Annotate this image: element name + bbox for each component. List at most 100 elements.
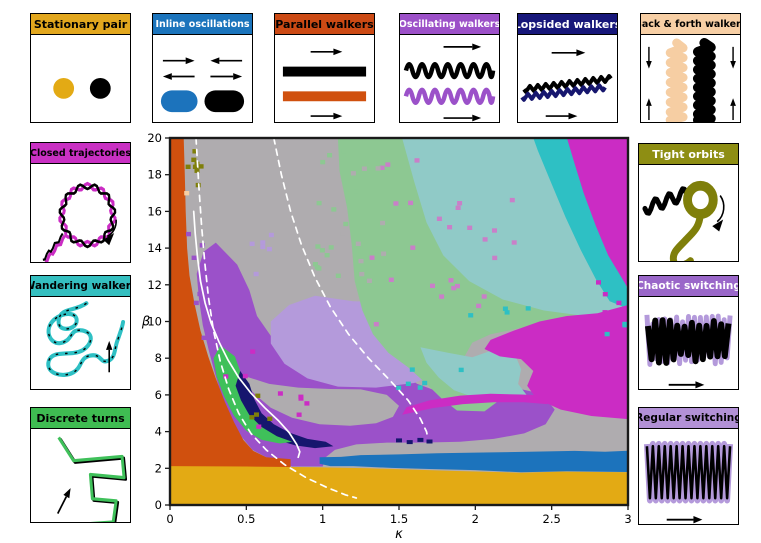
speckle-gray-specks-on-green bbox=[375, 166, 381, 171]
speckle-navy-dash bbox=[396, 438, 402, 443]
speckle-green-specks-grayboundary bbox=[346, 198, 352, 203]
panel-body-parallel-walkers bbox=[274, 35, 375, 123]
panel-chaotic-switching: Chaotic switching bbox=[638, 275, 739, 390]
tight-orbits-icon bbox=[642, 180, 725, 261]
speckle-pale-magenta-specks-green bbox=[448, 278, 454, 283]
stationary-pair-icon bbox=[53, 78, 111, 99]
panel-body-regular-switching bbox=[638, 429, 739, 525]
speckle-gray-specks-on-green bbox=[381, 251, 387, 256]
speckle-teal-specks-center bbox=[417, 385, 423, 390]
speckle-teal-specks-mid bbox=[502, 306, 508, 311]
speckle-green-specks-grayboundary bbox=[312, 262, 318, 267]
x-tick-label: 1.5 bbox=[390, 512, 408, 526]
y-tick-label: 6 bbox=[155, 388, 162, 402]
region-dark-teal-band bbox=[533, 138, 628, 309]
region-gold-bottom bbox=[170, 466, 628, 505]
speckle-magenta-specks-crescent bbox=[277, 391, 283, 396]
speckle-pale-magenta-specks-green bbox=[436, 216, 442, 221]
speckle-pale-magenta-specks-green bbox=[476, 303, 482, 309]
speckle-teal-specks-right bbox=[622, 323, 628, 328]
panel-label: Discrete turns bbox=[36, 411, 125, 425]
speckle-green-specks-grayboundary bbox=[324, 253, 330, 258]
speckle-purple-specks-edge bbox=[197, 291, 203, 297]
speckle-magenta-specks-rightedge bbox=[616, 300, 622, 306]
speckle-gray-specks-on-green bbox=[359, 271, 365, 277]
speckle-purple-specks-edge bbox=[201, 335, 207, 340]
speckle-peach-speck bbox=[184, 191, 190, 196]
speckle-gray-specks-on-green bbox=[350, 171, 356, 176]
speckle-teal-specks-mid bbox=[504, 310, 510, 315]
speckle-olive-specks-pocket bbox=[249, 415, 255, 420]
speckle-purple-specks-edge bbox=[199, 243, 205, 248]
speckle-gray-specks-on-green bbox=[361, 166, 367, 171]
speckle-pale-magenta-specks-green bbox=[369, 255, 375, 260]
panel-back-forth-walkers: Back & forth walkers bbox=[640, 13, 741, 123]
speckle-green-specks-grayboundary bbox=[341, 148, 347, 154]
speckle-green-specks-grayboundary bbox=[335, 273, 341, 278]
speckle-olive-specks-topleft bbox=[192, 164, 198, 169]
speckle-lavender-specks bbox=[266, 246, 272, 252]
panel-closed-trajectories: Closed trajectories bbox=[30, 142, 131, 263]
speckle-olive-specks-topleft bbox=[191, 157, 197, 162]
panel-label: Tight orbits bbox=[652, 147, 725, 161]
panel-body-back-forth-walkers bbox=[640, 35, 741, 123]
speckle-olive-specks-topleft bbox=[185, 164, 191, 169]
speckle-lavender-specks bbox=[260, 240, 266, 245]
x-tick-label: 2 bbox=[472, 512, 479, 526]
speckle-purple-specks-edge bbox=[193, 300, 199, 306]
speckle-green-specks-grayboundary bbox=[319, 248, 325, 253]
speckle-purple-specks-edge bbox=[191, 255, 197, 260]
speckle-pale-magenta-specks-green bbox=[492, 255, 498, 261]
speckle-green-specks-grayboundary bbox=[315, 244, 321, 249]
panel-header-chaotic-switching: Chaotic switching bbox=[638, 275, 739, 297]
speckle-olive-specks-pocket bbox=[255, 393, 261, 398]
y-tick-label: 18 bbox=[147, 168, 162, 182]
speckle-pale-magenta-specks-green bbox=[509, 197, 515, 203]
panel-body-discrete-turns bbox=[30, 429, 131, 523]
x-tick-label: 2.5 bbox=[543, 512, 561, 526]
speckle-olive-specks-topleft bbox=[198, 164, 204, 169]
region-pale-teal-pocket bbox=[420, 347, 528, 398]
speckle-pale-magenta-specks-green bbox=[492, 228, 497, 233]
speckle-magenta-specks-crescent bbox=[250, 349, 256, 354]
y-tick-label: 16 bbox=[147, 204, 162, 218]
speckle-teal-specks-center bbox=[405, 381, 411, 386]
panel-label: Parallel walkers bbox=[275, 17, 374, 31]
speckle-gray-specks-on-green bbox=[355, 241, 361, 246]
speckle-navy-dash bbox=[406, 440, 413, 445]
speckle-pale-magenta-specks-green bbox=[481, 294, 487, 299]
speckle-gray-specks-on-green bbox=[366, 278, 372, 283]
speckle-lavender-specks bbox=[268, 232, 274, 238]
region-light-green bbox=[337, 138, 586, 412]
speckle-teal-specks-center bbox=[409, 367, 415, 372]
panel-label: Closed trajectories bbox=[30, 147, 131, 159]
speckle-green-specks-grayboundary bbox=[361, 160, 366, 165]
panel-label: Lopsided walkers bbox=[517, 17, 618, 31]
speckle-navy-dash bbox=[426, 439, 433, 444]
speckle-pale-magenta-specks-green bbox=[482, 237, 488, 242]
panel-label: Chaotic switching bbox=[638, 280, 739, 292]
y-tick-label: 0 bbox=[155, 498, 162, 512]
panel-header-regular-switching: Regular switching bbox=[638, 407, 739, 429]
region-navy-arc bbox=[219, 363, 334, 449]
closed-trajectories-icon bbox=[42, 181, 117, 262]
speckle-green-specks-grayboundary bbox=[327, 153, 333, 158]
panel-label: Regular switching bbox=[638, 412, 739, 424]
speckle-gray-specks-on-green bbox=[340, 231, 346, 236]
speckle-green-specks-grayboundary bbox=[328, 245, 334, 250]
panel-header-stationary-pair: Stationary pair bbox=[30, 13, 131, 35]
speckle-olive-specks-pocket bbox=[267, 416, 273, 421]
panel-header-back-forth-walkers: Back & forth walkers bbox=[640, 13, 741, 35]
panel-body-chaotic-switching bbox=[638, 297, 739, 390]
inline-oscillations-icon bbox=[160, 57, 245, 113]
parallel-walkers-icon bbox=[282, 48, 367, 120]
speckle-pale-magenta-specks-green bbox=[373, 322, 379, 327]
speckle-magenta-specks-rightedge bbox=[602, 310, 608, 315]
panel-header-discrete-turns: Discrete turns bbox=[30, 407, 131, 429]
speckle-pale-magenta-specks-green bbox=[393, 201, 399, 206]
speckle-pale-magenta-specks-green bbox=[455, 283, 460, 289]
speckle-pale-magenta-specks-green bbox=[439, 294, 445, 299]
panel-lopsided-walkers: Lopsided walkers bbox=[517, 13, 618, 123]
regular-switching-icon bbox=[643, 440, 734, 524]
y-tick-label: 10 bbox=[147, 315, 162, 329]
